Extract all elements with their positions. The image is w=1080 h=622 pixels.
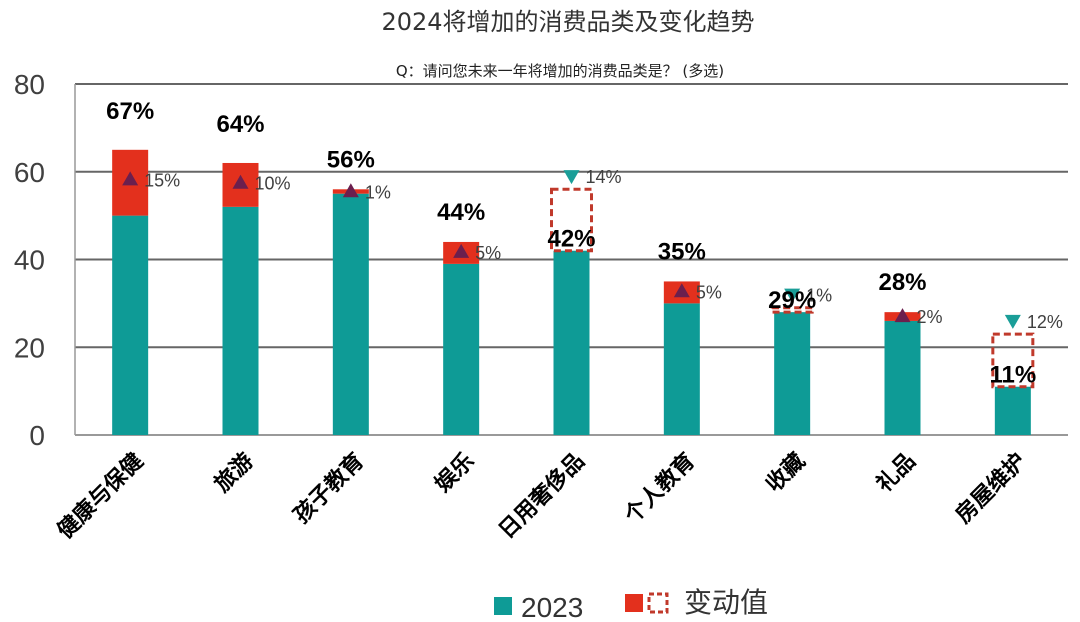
category-label: 娱乐 <box>431 449 480 498</box>
category-label: 房屋维护 <box>950 448 1031 529</box>
total-label: 35% <box>658 238 706 265</box>
total-label: 44% <box>437 199 485 226</box>
total-label: 56% <box>327 146 375 173</box>
change-label: 15% <box>144 170 180 190</box>
bar-2023 <box>774 312 811 435</box>
y-tick-label: 20 <box>14 332 45 363</box>
change-label: 14% <box>586 167 622 187</box>
bar-2023 <box>332 193 369 435</box>
bar-2023 <box>663 303 700 435</box>
total-label: 42% <box>547 226 595 253</box>
y-tick-label: 80 <box>14 69 45 100</box>
category-label: 旅游 <box>209 448 259 498</box>
legend-swatch-decrease <box>647 592 669 614</box>
change-label: 1% <box>365 182 391 202</box>
change-up-marker <box>342 183 359 198</box>
legend-label-change: 变动值 <box>684 587 768 618</box>
change-label: 2% <box>917 307 943 327</box>
bar-2023 <box>994 386 1031 435</box>
chart-title: 2024将增加的消费品类及变化趋势 <box>381 8 754 36</box>
total-label: 64% <box>216 111 264 138</box>
y-tick-label: 0 <box>29 420 45 451</box>
change-up-marker <box>232 174 249 189</box>
change-label: 5% <box>475 243 501 263</box>
total-label: 29% <box>768 287 816 314</box>
change-label: 12% <box>1027 312 1063 332</box>
y-axis: 0 20 40 60 80 <box>14 69 1068 451</box>
change-label: 5% <box>696 282 722 302</box>
bar-2023 <box>112 215 149 435</box>
legend-swatch-increase <box>625 594 643 612</box>
total-label: 11% <box>989 362 1036 389</box>
y-tick-label: 60 <box>14 157 45 188</box>
change-up-marker <box>453 243 470 258</box>
change-up-marker <box>122 171 139 186</box>
change-down-marker <box>1004 314 1021 329</box>
category-label: 礼品 <box>871 448 921 498</box>
category-label: 孩子教育 <box>288 448 369 529</box>
total-label: 67% <box>106 98 154 125</box>
category-label: 收藏 <box>761 448 811 498</box>
legend-swatch-2023 <box>494 597 512 615</box>
change-up-marker <box>673 283 690 298</box>
change-down-marker <box>563 170 580 185</box>
bar-2023 <box>443 263 480 435</box>
chart-subtitle: Q：请问您未来一年将增加的消费品类是？ (多选) <box>396 62 724 80</box>
bars: 15%67%10%64%1%56%5%44%14%42%5%35%1%29%2%… <box>106 98 1063 435</box>
bar-2023 <box>222 206 259 435</box>
legend-label-2023: 2023 <box>521 592 583 622</box>
change-down-marker <box>784 288 801 303</box>
category-label: 个人教育 <box>619 448 700 529</box>
bar-decrease-box <box>550 187 593 253</box>
y-tick-label: 40 <box>14 245 45 276</box>
bar-2023 <box>553 250 590 435</box>
change-up-marker <box>894 308 911 323</box>
bar-decrease-box <box>991 332 1035 389</box>
change-label: 1% <box>806 286 832 306</box>
change-label: 10% <box>255 174 291 194</box>
x-axis-labels: 健康与保健 旅游 孩子教育 娱乐 日用奢侈品 个人教育 收藏 礼品 房屋维护 <box>52 448 1031 544</box>
category-label: 日用奢侈品 <box>494 448 590 544</box>
total-label: 28% <box>878 269 926 296</box>
bar-2023 <box>884 320 921 435</box>
legend: 2023 变动值 <box>494 587 768 622</box>
category-label: 健康与保健 <box>52 448 148 544</box>
